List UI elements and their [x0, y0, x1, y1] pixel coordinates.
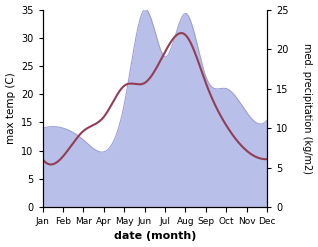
- Y-axis label: max temp (C): max temp (C): [5, 72, 16, 144]
- X-axis label: date (month): date (month): [114, 231, 196, 242]
- Y-axis label: med. precipitation (kg/m2): med. precipitation (kg/m2): [302, 43, 313, 174]
